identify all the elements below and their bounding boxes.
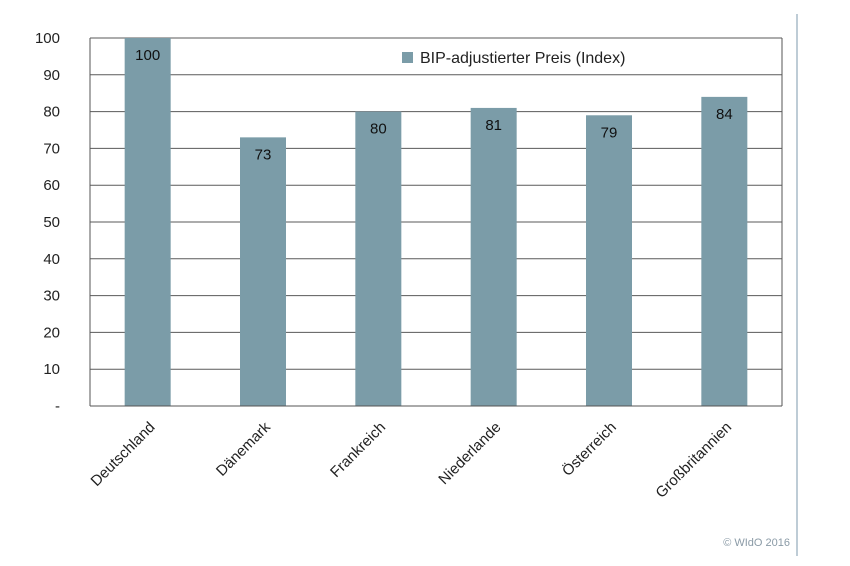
axes [89, 38, 783, 407]
y-tick-label: 40 [43, 251, 60, 268]
y-tick-label: - [55, 398, 60, 415]
x-category-label: Großbritannien [652, 419, 735, 502]
bars [124, 38, 748, 407]
bar-value-label: 84 [716, 106, 733, 123]
x-axis-category-labels: Deutschland Dänemark Frankreich Niederlande… [88, 418, 736, 501]
y-tick-label: 30 [43, 288, 60, 305]
y-tick-label: 90 [43, 67, 60, 84]
y-tick-label: 20 [43, 324, 60, 341]
bar [701, 96, 748, 406]
y-axis-tick-labels: - 10 20 30 40 50 60 70 80 90 100 [35, 30, 60, 415]
bar [240, 137, 286, 407]
data-labels: 100 73 80 81 79 84 [135, 47, 733, 163]
bar-value-label: 100 [135, 47, 160, 64]
legend-label: BIP-adjustierter Preis (Index) [420, 50, 625, 67]
y-tick-label: 50 [43, 214, 60, 231]
bar [355, 111, 402, 406]
x-category-label: Deutschland [88, 419, 159, 490]
bar [470, 107, 517, 407]
bar [586, 115, 632, 406]
y-tick-label: 10 [43, 361, 60, 378]
bar [124, 38, 171, 406]
bar-value-label: 81 [485, 117, 502, 134]
legend-swatch [402, 52, 413, 63]
x-category-label: Frankreich [327, 419, 389, 481]
gridlines [90, 37, 782, 370]
bar-value-label: 80 [370, 121, 387, 138]
y-tick-label: 80 [43, 104, 60, 121]
x-category-label: Dänemark [213, 418, 274, 479]
y-tick-label: 60 [43, 177, 60, 194]
bar-value-label: 73 [255, 146, 272, 163]
copyright-notice: © WIdO 2016 [723, 537, 790, 549]
y-tick-label: 100 [35, 30, 60, 47]
x-category-label: Österreich [558, 418, 620, 480]
legend: BIP-adjustierter Preis (Index) [402, 50, 625, 67]
y-tick-label: 70 [43, 140, 60, 157]
x-category-label: Niederlande [435, 419, 504, 488]
bar-value-label: 79 [601, 124, 618, 141]
